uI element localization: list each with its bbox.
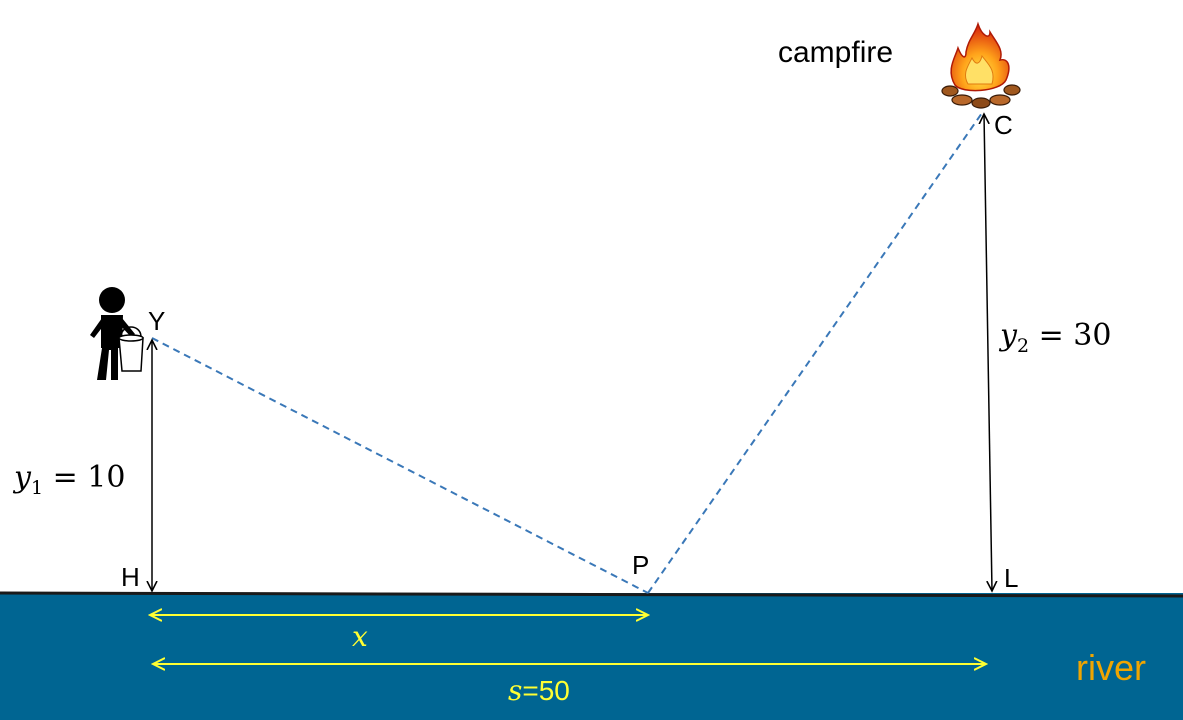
y1-label: y1 = 10 — [12, 460, 125, 499]
riverbank-line — [0, 591, 1183, 598]
path-segment-yp — [151, 337, 649, 594]
path-segment-pc — [647, 112, 983, 594]
campfire-icon — [941, 21, 1021, 109]
label-p: P — [632, 550, 649, 580]
x-label: x — [352, 620, 368, 653]
label-l: L — [1004, 563, 1018, 593]
y2-value: = 30 — [1029, 318, 1111, 353]
label-c: C — [994, 110, 1013, 140]
s-value: =50 — [522, 675, 570, 706]
river-area — [0, 593, 1183, 720]
y2-arrow — [984, 114, 992, 591]
label-y: Y — [148, 306, 165, 336]
label-h: H — [121, 562, 140, 592]
campfire-label: campfire — [778, 36, 893, 69]
s-var: s — [508, 674, 522, 707]
person-with-bucket-icon — [90, 287, 144, 380]
y2-sub: 2 — [1017, 335, 1029, 357]
s-label: s=50 — [508, 674, 570, 707]
y1-var: y — [12, 460, 32, 495]
y1-sub: 1 — [31, 477, 43, 499]
y2-label: y2 = 30 — [998, 318, 1111, 357]
river-label: river — [1076, 647, 1146, 688]
y1-value: = 10 — [43, 460, 125, 495]
y2-var: y — [998, 318, 1018, 353]
